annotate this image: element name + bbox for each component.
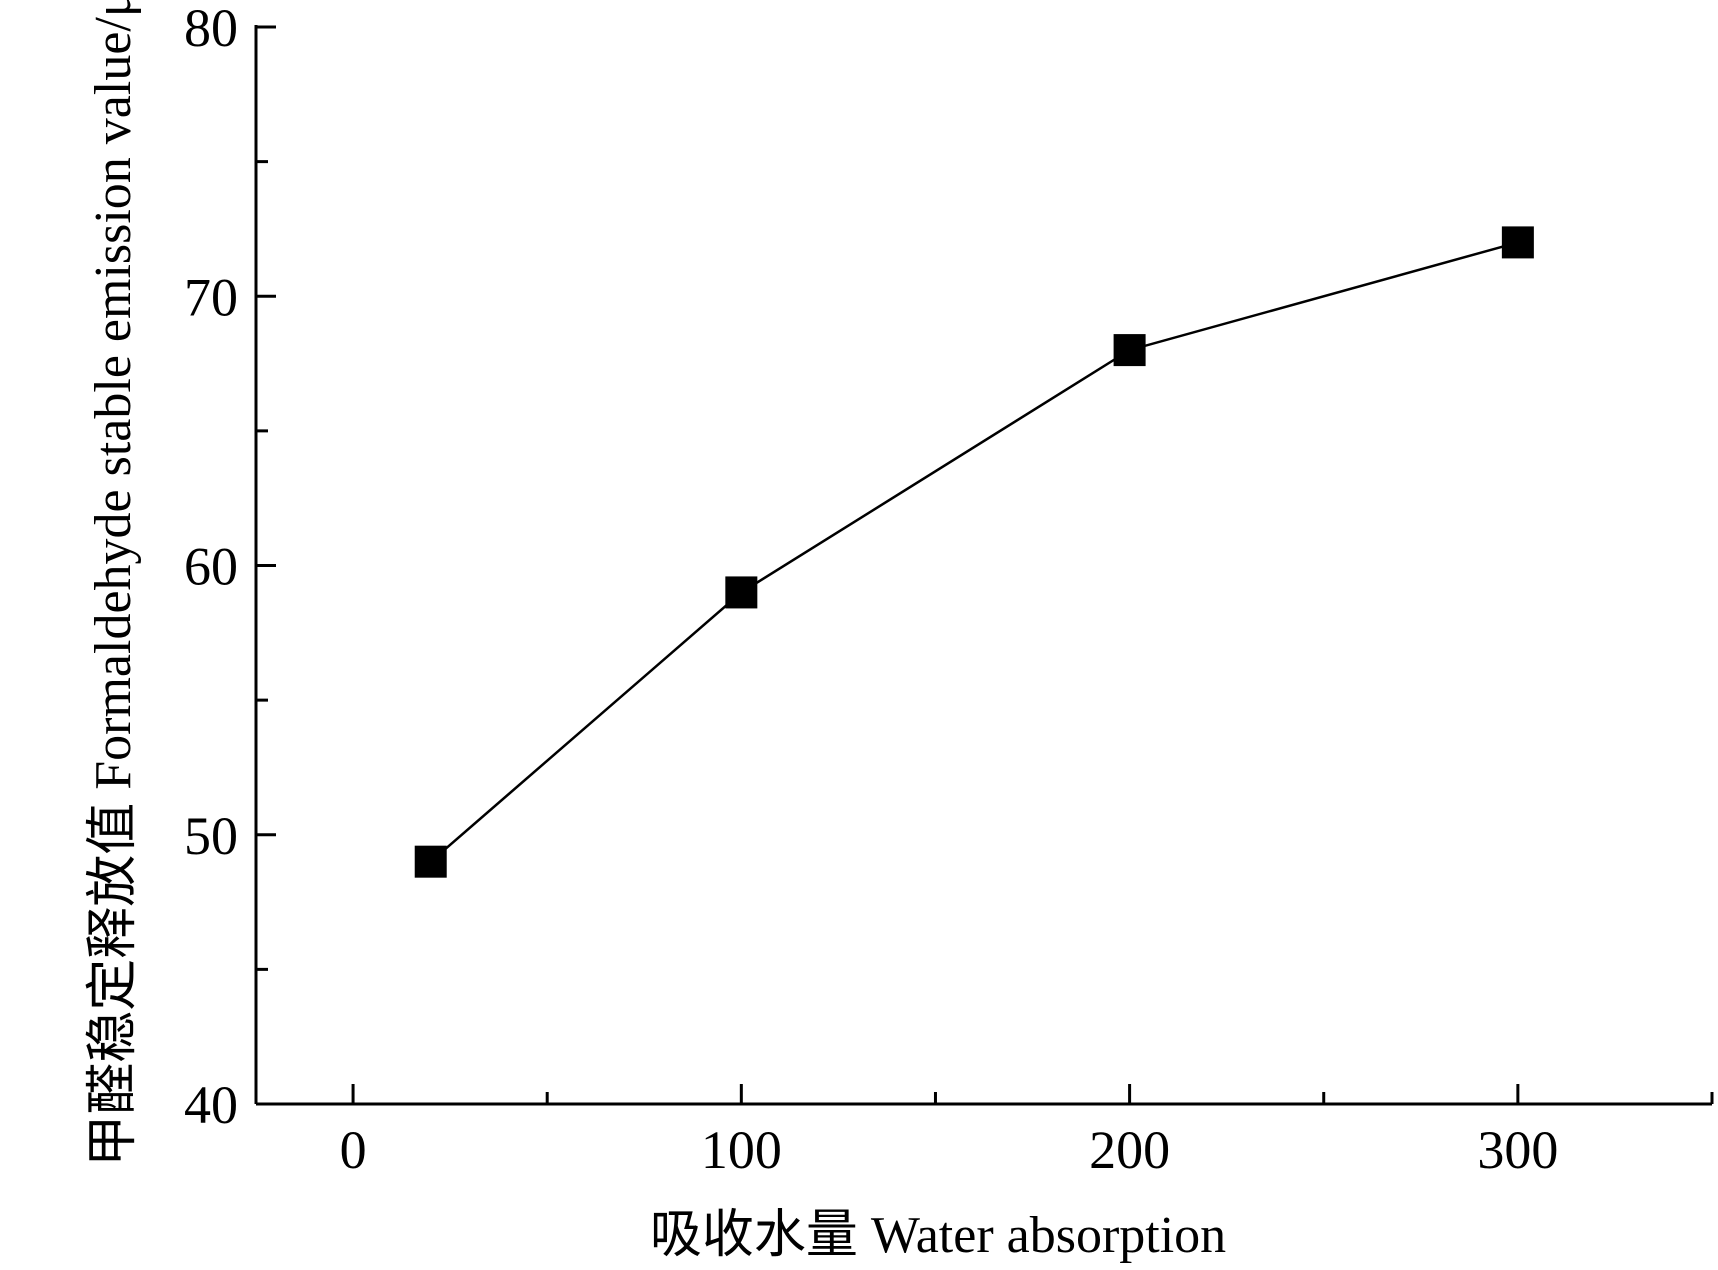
y-tick-label: 60 [184,537,238,597]
y-tick-label: 40 [184,1075,238,1135]
data-point-marker [414,845,447,878]
data-point-marker [1501,226,1534,259]
ticks: 40 50 60 70 80 0 100 200 300 [184,0,1714,1180]
x-tick-label: 200 [1089,1120,1170,1180]
data-point-marker [1113,334,1146,367]
x-axis-title: 吸收水量 Water absorption [650,1207,1226,1264]
series-layer [414,226,1534,878]
series-line [429,241,1519,863]
data-point-marker [725,576,758,609]
y-tick-label: 70 [184,267,238,327]
x-tick-label: 0 [340,1120,367,1180]
x-tick-label: 100 [701,1120,782,1180]
x-tick-label: 300 [1477,1120,1558,1180]
y-tick-label: 80 [184,0,238,58]
axes [254,25,1712,1106]
y-tick-label: 50 [184,806,238,866]
y-axis-title: 甲醛稳定释放值 Formaldehyde stable emission val… [85,0,142,1167]
